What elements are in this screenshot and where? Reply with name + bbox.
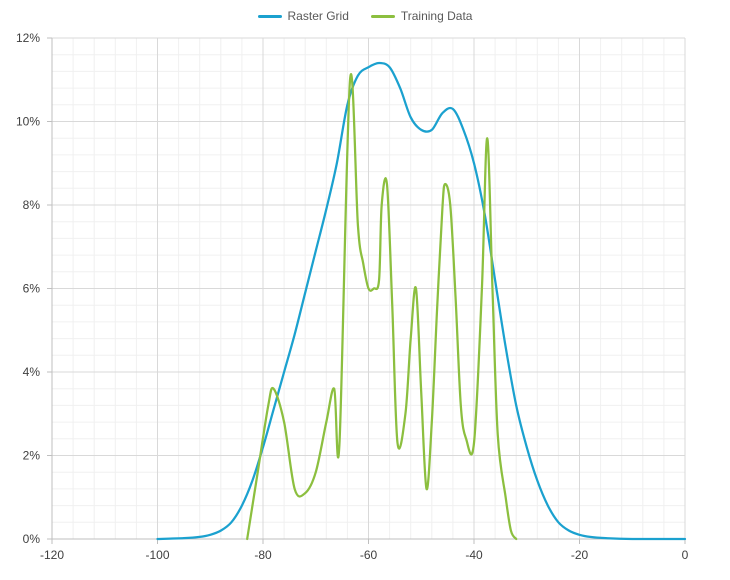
legend-swatch-raster-grid	[257, 14, 282, 18]
legend-label-raster-grid: Raster Grid	[287, 9, 349, 23]
legend-item-training-data[interactable]: Training Data	[370, 9, 473, 23]
y-tick-label: 12%	[16, 31, 40, 45]
y-tick-label: 4%	[23, 365, 41, 379]
tick-labels: -120 -100 -80 -60 -40 -20 0 0% 2% 4% 6% 8% 10% 12%	[16, 31, 689, 562]
x-tick-label: -120	[40, 548, 64, 562]
y-tick-label: 8%	[23, 198, 41, 212]
legend-label-training-data: Training Data	[400, 9, 473, 23]
y-tick-label: 2%	[23, 449, 41, 463]
legend: Raster Grid Training Data	[0, 9, 730, 23]
series-lines	[156, 61, 687, 541]
y-tick-label: 10%	[16, 115, 40, 129]
x-tick-label: -80	[254, 548, 272, 562]
major-gridlines	[51, 37, 686, 540]
x-tick-label: -20	[571, 548, 589, 562]
series-line-training-data[interactable]	[246, 73, 518, 541]
x-tick-label: -60	[360, 548, 378, 562]
x-tick-label: -100	[145, 548, 169, 562]
series-line-raster-grid[interactable]	[156, 61, 687, 541]
axes	[47, 37, 686, 544]
legend-swatch-training-data	[370, 14, 395, 18]
x-tick-label: 0	[682, 548, 689, 562]
y-tick-label: 0%	[23, 532, 41, 546]
y-tick-label: 6%	[23, 282, 41, 296]
x-tick-label: -40	[465, 548, 483, 562]
legend-item-raster-grid[interactable]: Raster Grid	[257, 9, 349, 23]
